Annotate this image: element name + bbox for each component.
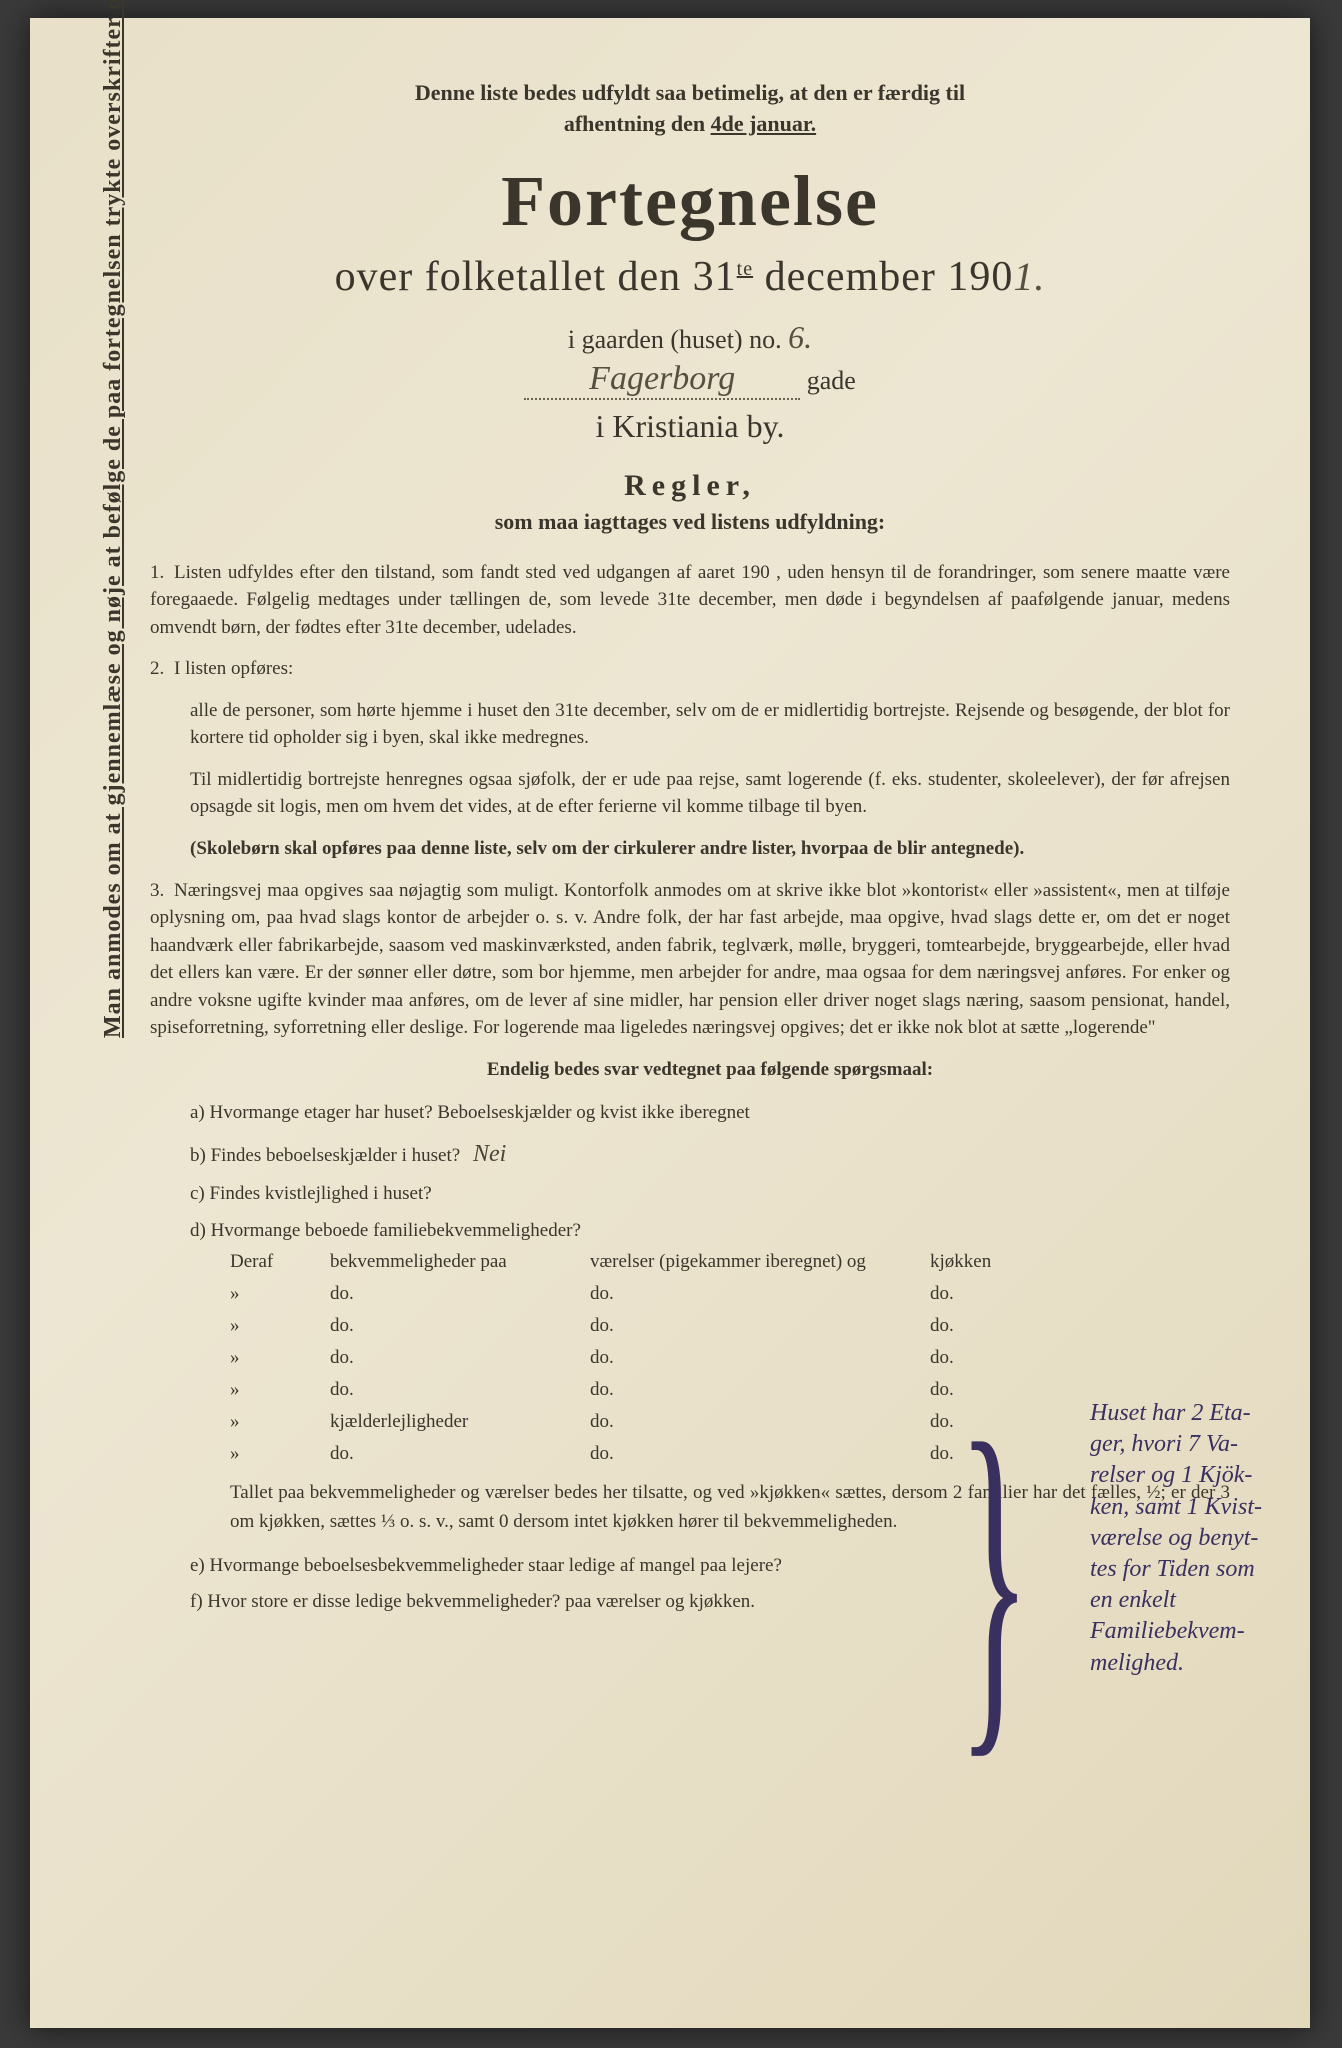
- street-name: Fagerborg: [524, 360, 800, 400]
- top-note-line1: Denne liste bedes udfyldt saa betimelig,…: [415, 80, 965, 105]
- rule-2a: alle de personer, som hørte hjemme i hus…: [190, 697, 1230, 752]
- questions-ef: e) Hvormange beboelsesbekvemmeligheder s…: [190, 1550, 1230, 1619]
- rule-3: 3.Næringsvej maa opgives saa nøjagtig so…: [150, 877, 1230, 1042]
- footer-note-1: Tallet paa bekvemmeligheder og værelser …: [230, 1479, 1230, 1536]
- th-c3: værelser (pigekammer iberegnet) og: [590, 1251, 930, 1273]
- table-row: » do. do. do.: [230, 1379, 1230, 1401]
- gaarden-line: i gaarden (huset) no. 6.: [150, 319, 1230, 356]
- question-e: e) Hvormange beboelsesbekvemmeligheder s…: [190, 1550, 1230, 1582]
- gaarden-number: 6.: [788, 319, 812, 355]
- question-d: d) Hvormange beboede familiebekvemmeligh…: [190, 1215, 1230, 1247]
- table-row: » kjælderlejligheder do. do.: [230, 1411, 1230, 1433]
- rule-3-text: Næringsvej maa opgives saa nøjagtig som …: [150, 880, 1230, 1039]
- questions-block: a) Hvormange etager har huset? Beboelses…: [190, 1097, 1230, 1247]
- document-page: Man anmodes om at gjennemlæse og nøje at…: [30, 18, 1310, 2028]
- margin-brace: }: [957, 1388, 1030, 1768]
- question-b-answer: Nei: [473, 1141, 506, 1167]
- th-c4: kjøkken: [930, 1251, 1050, 1273]
- subtitle-b: december 190: [753, 254, 1013, 300]
- top-note: Denne liste bedes udfyldt saa betimelig,…: [210, 78, 1170, 140]
- table-row: » do. do. do.: [230, 1443, 1230, 1465]
- rule-1: 1.Listen udfyldes efter den tilstand, so…: [150, 559, 1230, 642]
- rule-2-intro: 2.I listen opføres:: [150, 655, 1230, 683]
- question-c: c) Findes kvistlejlighed i huset?: [190, 1178, 1230, 1210]
- question-b: b) Findes beboelseskjælder i huset? Nei: [190, 1134, 1230, 1175]
- th-c1: Deraf: [230, 1251, 330, 1273]
- amenities-table: Deraf bekvemmeligheder paa værelser (pig…: [230, 1251, 1230, 1465]
- sideways-instruction: Man anmodes om at gjennemlæse og nøje at…: [100, 0, 127, 1038]
- question-b-text: b) Findes beboelseskjælder i huset?: [190, 1145, 460, 1166]
- th-c2: bekvemmeligheder paa: [330, 1251, 590, 1273]
- subtitle: over folketallet den 31te december 1901.: [150, 253, 1230, 301]
- gaarden-label: i gaarden (huset) no.: [568, 325, 782, 354]
- rules-subheading: som maa iagttages ved listens udfyldning…: [150, 509, 1230, 535]
- city-line: i Kristiania by.: [150, 408, 1230, 445]
- table-header-row: Deraf bekvemmeligheder paa værelser (pig…: [230, 1251, 1230, 1273]
- final-heading: Endelig bedes svar vedtegnet paa følgend…: [190, 1056, 1230, 1084]
- margin-handwritten-note: Huset har 2 Eta-ger, hvori 7 Va-relser o…: [1090, 1398, 1270, 1679]
- table-row: » do. do. do.: [230, 1283, 1230, 1305]
- main-title: Fortegnelse: [150, 160, 1230, 243]
- subtitle-sup: te: [737, 258, 753, 280]
- top-note-line2a: afhentning den: [564, 111, 711, 136]
- top-note-date: 4de januar.: [711, 111, 817, 136]
- year-handwritten: 1.: [1013, 254, 1045, 299]
- street-line: Fagerborg gade: [150, 360, 1230, 400]
- subtitle-a: over folketallet den 31: [335, 254, 737, 300]
- rule-1-text: Listen udfyldes efter den tilstand, som …: [150, 562, 1230, 638]
- rule-2b: Til midlertidig bortrejste henregnes ogs…: [190, 766, 1230, 821]
- question-a: a) Hvormange etager har huset? Beboelses…: [190, 1097, 1230, 1129]
- rule-2c: (Skolebørn skal opføres paa denne liste,…: [190, 835, 1230, 863]
- question-f: f) Hvor store er disse ledige bekvemmeli…: [190, 1586, 1230, 1618]
- table-row: » do. do. do.: [230, 1347, 1230, 1369]
- rules-heading: Regler,: [150, 469, 1230, 503]
- table-row: » do. do. do.: [230, 1315, 1230, 1337]
- rule-2-intro-text: I listen opføres:: [174, 658, 293, 679]
- gade-label: gade: [807, 366, 856, 395]
